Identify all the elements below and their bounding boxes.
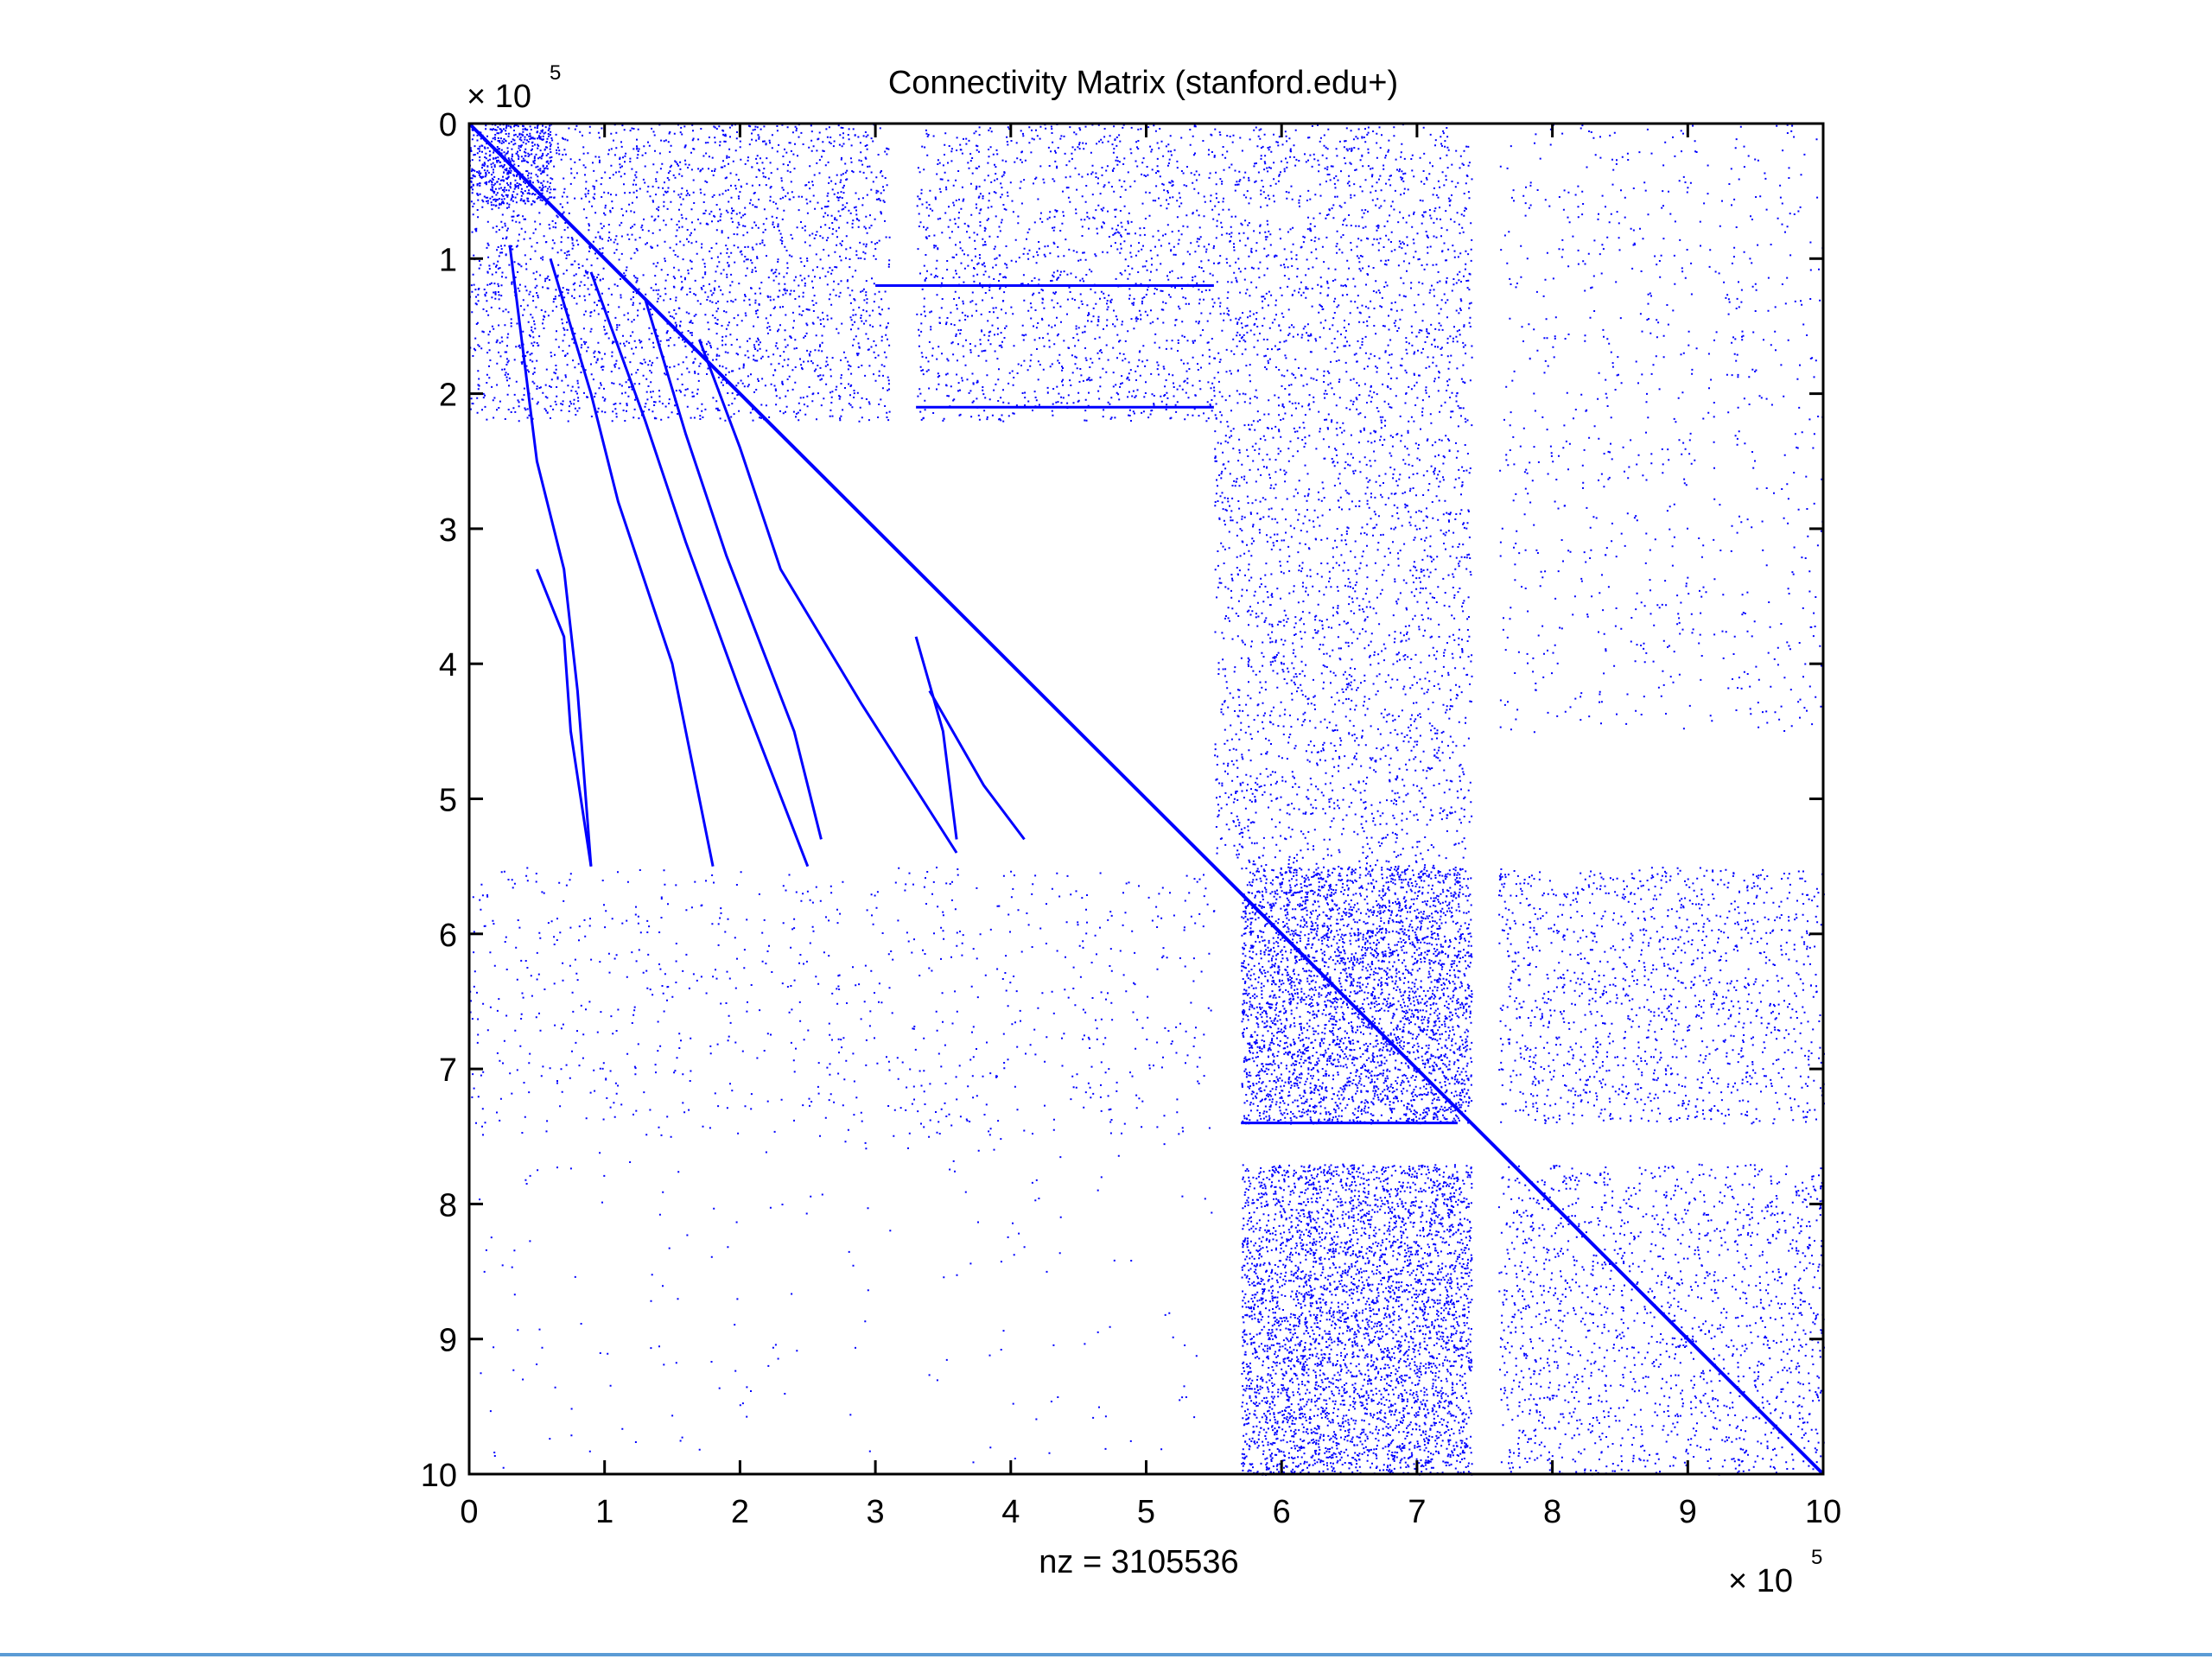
curve-6 (914, 636, 958, 840)
block-dots-7 (1241, 1163, 1473, 1476)
x-tick-label-7: 7 (1408, 1494, 1426, 1530)
y-multiplier-base: × 10 (467, 79, 531, 115)
x-tick-label-10: 10 (1805, 1494, 1841, 1530)
block-dots-1 (469, 124, 891, 423)
y-tick-label-4: 4 (439, 647, 457, 683)
block-3 (1214, 124, 1473, 868)
block-7 (1241, 1163, 1473, 1476)
y-tick-label-2: 2 (439, 378, 457, 414)
block-dots-10 (479, 1138, 1213, 1469)
diagonal-line (467, 122, 1825, 1476)
block-5 (1241, 866, 1473, 1125)
curve-4 (697, 339, 958, 854)
matrix-marks (467, 122, 1825, 1476)
y-tick-label-7: 7 (439, 1052, 457, 1089)
x-tick-label-5: 5 (1137, 1494, 1155, 1530)
x-tick-label-6: 6 (1273, 1494, 1291, 1530)
axis-ticks (467, 122, 1825, 1476)
y-tick-label-3: 3 (439, 512, 457, 549)
curve-0 (508, 245, 593, 867)
block-2 (916, 124, 1216, 423)
curve-2 (589, 271, 810, 868)
block-6 (1498, 867, 1825, 1125)
window-bottom-rule (0, 1653, 2212, 1656)
y-tick-label-1: 1 (439, 242, 457, 278)
y-tick-label-5: 5 (439, 783, 457, 819)
block-dots-3 (1214, 124, 1473, 868)
curve-3 (644, 298, 823, 840)
x-tick-label-2: 2 (731, 1494, 749, 1530)
block-0 (469, 124, 552, 207)
block-4 (1499, 124, 1825, 734)
block-dots-2 (916, 124, 1216, 423)
block-1 (469, 124, 891, 423)
x-tick-label-0: 0 (460, 1494, 478, 1530)
block-dots-9 (469, 867, 1216, 1138)
x-tick-label-9: 9 (1679, 1494, 1697, 1530)
x-axis-label: nz = 3105536 (1039, 1544, 1238, 1580)
x-tick-label-4: 4 (1001, 1494, 1020, 1530)
block-dots-5 (1241, 866, 1473, 1125)
y-tick-label-10: 10 (421, 1458, 457, 1494)
block-dots-0 (469, 124, 552, 207)
curve-5 (536, 569, 593, 867)
chart-title: Connectivity Matrix (stanford.edu+) (888, 65, 1398, 101)
block-10 (479, 1138, 1213, 1469)
x-tick-label-3: 3 (867, 1494, 885, 1530)
y-tick-label-6: 6 (439, 918, 457, 954)
x-tick-labels: 0 1 2 3 4 5 6 7 8 9 10 (460, 1494, 1841, 1530)
y-tick-label-8: 8 (439, 1187, 457, 1224)
y-tick-label-9: 9 (439, 1323, 457, 1359)
y-tick-label-0: 0 (439, 107, 457, 143)
x-multiplier-exponent: 5 (1811, 1546, 1822, 1569)
curve-7 (928, 690, 1026, 841)
curve-1 (549, 257, 715, 867)
x-tick-label-1: 1 (595, 1494, 613, 1530)
block-dots-6 (1498, 867, 1825, 1125)
block-dots-4 (1499, 124, 1825, 734)
y-multiplier-exponent: 5 (550, 61, 561, 85)
y-tick-labels: 0 1 2 3 4 5 6 7 8 9 10 (421, 107, 457, 1494)
block-9 (469, 867, 1216, 1138)
x-tick-label-8: 8 (1543, 1494, 1561, 1530)
x-multiplier-base: × 10 (1728, 1563, 1793, 1599)
